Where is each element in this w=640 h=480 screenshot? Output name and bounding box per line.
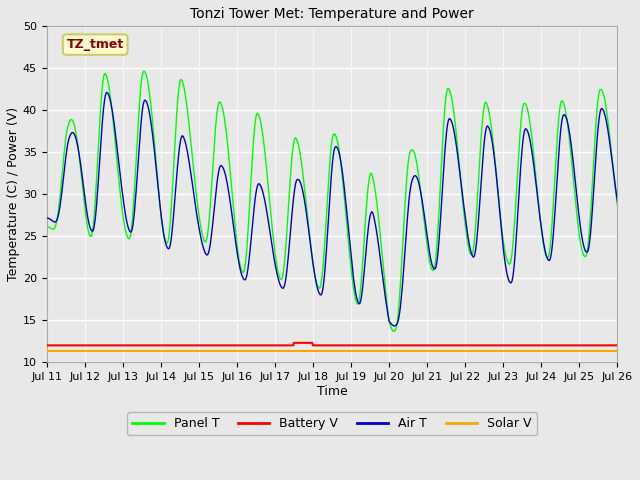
Air T (43, 216, 51, 221)
Legend: Panel T, Battery V, Air T, Solar V: Panel T, Battery V, Air T, Solar V (127, 412, 536, 435)
Panel T (614, 203, 621, 208)
X-axis label: Time: Time (317, 384, 348, 397)
Air T (563, 117, 571, 122)
Air T (169, 223, 177, 228)
Battery V (436, 343, 444, 348)
Line: Battery V: Battery V (47, 343, 618, 346)
Panel T (563, 115, 571, 121)
Air T (380, 281, 387, 287)
Air T (437, 214, 445, 220)
Air T (614, 199, 621, 204)
Air T (193, 215, 201, 220)
Panel T (324, 186, 332, 192)
Solar V (168, 348, 176, 354)
Panel T (390, 328, 397, 334)
Battery V (43, 343, 51, 348)
Solar V (43, 348, 51, 354)
Solar V (323, 348, 331, 354)
Solar V (561, 348, 569, 354)
Battery V (290, 340, 298, 346)
Solar V (193, 348, 200, 354)
Air T (391, 323, 399, 329)
Air T (324, 222, 332, 228)
Line: Panel T: Panel T (47, 71, 618, 331)
Battery V (168, 343, 176, 348)
Panel T (43, 224, 51, 230)
Line: Air T: Air T (47, 93, 618, 326)
Title: Tonzi Tower Met: Temperature and Power: Tonzi Tower Met: Temperature and Power (190, 7, 474, 21)
Battery V (193, 343, 200, 348)
Solar V (379, 348, 387, 354)
Panel T (437, 176, 445, 182)
Battery V (562, 343, 570, 348)
Panel T (193, 200, 201, 205)
Solar V (435, 348, 443, 354)
Y-axis label: Temperature (C) / Power (V): Temperature (C) / Power (V) (7, 107, 20, 281)
Panel T (140, 68, 148, 74)
Battery V (614, 343, 621, 348)
Text: TZ_tmet: TZ_tmet (67, 38, 124, 51)
Battery V (324, 343, 332, 348)
Battery V (380, 343, 387, 348)
Panel T (169, 182, 177, 188)
Solar V (614, 348, 621, 354)
Air T (103, 90, 111, 96)
Panel T (380, 267, 387, 273)
